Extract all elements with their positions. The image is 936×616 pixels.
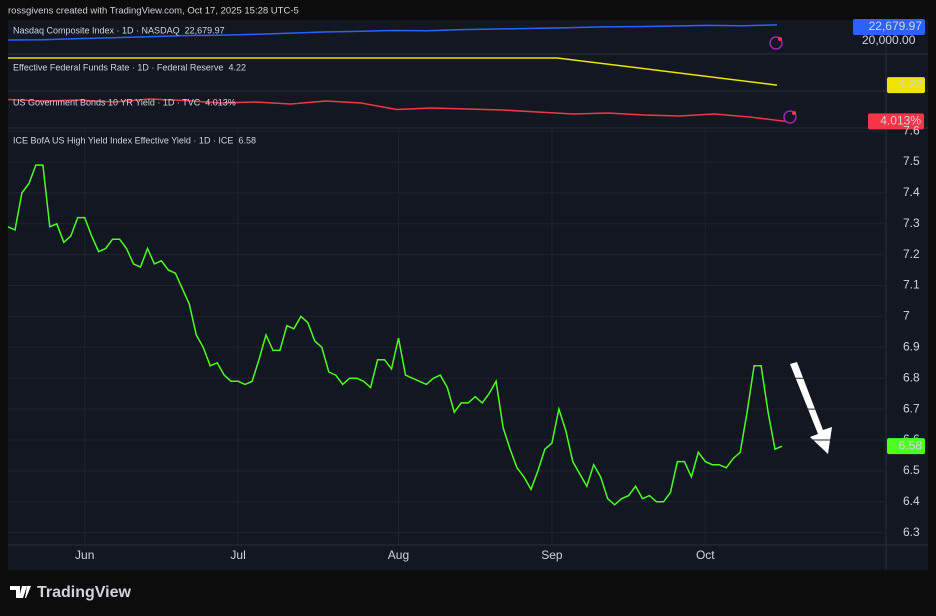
- price-label: 4.22: [899, 77, 923, 91]
- y-tick-label: 6.4: [903, 494, 920, 508]
- series-line: [8, 57, 778, 86]
- x-tick-label: Jul: [230, 548, 245, 562]
- header-text: rossgivens created with TradingView.com,…: [8, 6, 299, 17]
- y-tick-label: 7.4: [903, 185, 920, 199]
- price-label-box: [853, 19, 925, 35]
- x-tick-label: Aug: [388, 548, 409, 562]
- legend-value: 22,679.97: [185, 25, 225, 35]
- price-label: 4.013%: [880, 114, 921, 128]
- legend-value: 4.22: [228, 62, 246, 72]
- series-line: [7, 98, 786, 123]
- legend-title: ICE BofA US High Yield Index Effective Y…: [13, 135, 233, 145]
- legend-value: 6.58: [238, 135, 256, 145]
- y-tick-label: 6.7: [903, 401, 920, 415]
- legend-title: US Government Bonds 10 YR Yield · 1D · T…: [13, 97, 201, 107]
- brand-name: TradingView: [37, 584, 132, 601]
- legend-value: 4.013%: [205, 97, 236, 107]
- y-tick-label: 7.6: [903, 123, 920, 137]
- y-tick-label: 7.1: [903, 278, 920, 292]
- price-label-box: [887, 77, 925, 94]
- y-tick-label: 6.5: [903, 463, 920, 477]
- legend-title: Effective Federal Funds Rate · 1D · Fede…: [13, 62, 223, 72]
- x-tick-label: Sep: [541, 548, 563, 562]
- y-tick-label: 7: [903, 309, 910, 323]
- y-tick-label: 6.9: [903, 339, 920, 353]
- arrow-annotation: [790, 362, 832, 454]
- y-tick-label: 7.2: [903, 247, 920, 261]
- x-tick-label: Jun: [75, 548, 94, 562]
- price-label: 6.58: [899, 438, 923, 452]
- alert-icon: [769, 36, 783, 50]
- y-tick-label: 20,000.00: [862, 33, 916, 47]
- series-line: [7, 24, 778, 41]
- brand-logo: [10, 586, 31, 598]
- x-tick-label: Oct: [696, 548, 715, 562]
- legend-title: Nasdaq Composite Index · 1D · NASDAQ: [13, 25, 180, 35]
- y-tick-label: 7.5: [903, 154, 920, 168]
- price-label: 22,679.97: [869, 19, 923, 33]
- price-label-box: [887, 438, 925, 455]
- chart-background: [8, 20, 928, 570]
- y-tick-label: 6.3: [903, 525, 920, 539]
- y-tick-label: 6.8: [903, 370, 920, 384]
- series-line: [7, 164, 783, 506]
- price-label-box: [868, 113, 924, 130]
- y-tick-label: 7.3: [903, 216, 920, 230]
- alert-icon: [783, 110, 797, 124]
